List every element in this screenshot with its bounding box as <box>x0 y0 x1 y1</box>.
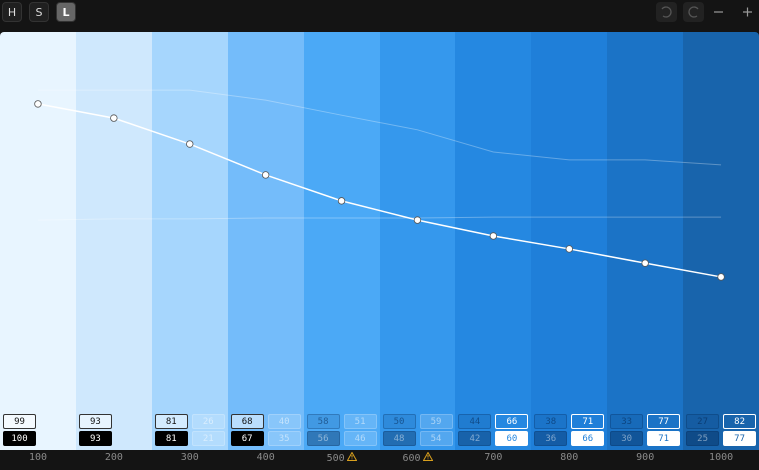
mode-button[interactable]: L <box>56 2 76 22</box>
guide-curve <box>37 89 722 166</box>
contrast-chip: 59 <box>419 414 453 429</box>
contrast-chip: 71 <box>647 431 681 446</box>
swatch-column[interactable] <box>75 32 153 450</box>
mode-button[interactable]: H <box>2 2 22 22</box>
contrast-chip: 81 <box>154 431 188 446</box>
lightness-point[interactable] <box>186 140 194 148</box>
contrast-chip: 56 <box>306 431 340 446</box>
lightness-point[interactable] <box>489 232 498 240</box>
swatch-column[interactable] <box>531 32 609 450</box>
contrast-chip: 67 <box>230 431 264 446</box>
contrast-chip: 81 <box>154 414 188 429</box>
shade-label: 400 <box>256 452 275 463</box>
lightness-point[interactable] <box>34 100 42 108</box>
redo-button[interactable] <box>683 2 704 22</box>
shade-label: 800 <box>560 452 579 463</box>
contrast-chip: 82 <box>723 414 757 429</box>
contrast-chip: 46 <box>343 431 377 446</box>
warning-icon <box>422 451 433 461</box>
contrast-chip: 21 <box>191 431 225 446</box>
contrast-chip: 40 <box>267 414 301 429</box>
swatch-column[interactable] <box>379 32 457 450</box>
contrast-chip: 51 <box>343 414 377 429</box>
contrast-chip: 58 <box>306 414 340 429</box>
contrast-chip: 42 <box>458 431 492 446</box>
x-tick-label: 600 <box>380 451 456 464</box>
guide-curve <box>37 216 722 221</box>
contrast-chip: 30 <box>610 431 644 446</box>
contrast-chip: 93 <box>78 414 112 429</box>
shade-label: 500 <box>326 453 345 464</box>
swatch-column[interactable] <box>227 32 305 450</box>
x-tick-label: 800 <box>531 452 607 463</box>
contrast-chip: 50 <box>382 414 416 429</box>
curve-layer <box>34 89 725 281</box>
shade-label: 200 <box>104 452 123 463</box>
contrast-chip: 77 <box>647 414 681 429</box>
contrast-chip: 93 <box>78 431 112 446</box>
contrast-chip: 54 <box>419 431 453 446</box>
undo-button[interactable] <box>656 2 677 22</box>
x-tick-label: 100 <box>0 452 76 463</box>
contrast-chip: 66 <box>571 431 605 446</box>
toolbar-icons <box>656 2 752 22</box>
shade-label: 900 <box>636 452 655 463</box>
contrast-chip: 77 <box>723 431 757 446</box>
contrast-chip: 26 <box>191 414 225 429</box>
shade-label: 1000 <box>709 452 734 463</box>
shade-label: 700 <box>484 452 503 463</box>
palette-area: 99 100 93 93 81 81 26 21 68 67 40 35 58 56 51 46 50 48 59 5… <box>0 32 759 450</box>
contrast-chip: 25 <box>686 431 720 446</box>
contrast-chip: 48 <box>382 431 416 446</box>
swatch-column[interactable] <box>151 32 229 450</box>
undo-icon <box>661 6 672 18</box>
contrast-chip: 27 <box>686 414 720 429</box>
lightness-point[interactable] <box>641 259 649 267</box>
contrast-chip: 68 <box>230 414 264 429</box>
x-tick-label: 400 <box>228 452 304 463</box>
contrast-chip: 66 <box>495 414 529 429</box>
lightness-point[interactable] <box>413 216 422 224</box>
shade-label: 100 <box>28 452 48 463</box>
swatch-column[interactable] <box>683 32 759 450</box>
x-tick-label: 300 <box>152 452 228 463</box>
x-tick-label: 1000 <box>683 452 759 463</box>
swatch-column[interactable] <box>607 32 685 450</box>
plus-button[interactable] <box>743 7 752 17</box>
lightness-point[interactable] <box>717 273 725 281</box>
contrast-chip: 71 <box>571 414 605 429</box>
x-tick-label: 900 <box>607 452 683 463</box>
lightness-point[interactable] <box>261 171 270 179</box>
lightness-curve <box>37 103 722 278</box>
swatch-column[interactable] <box>303 32 381 450</box>
shade-label: 300 <box>180 452 199 463</box>
x-tick-label: 500 <box>304 451 380 464</box>
lightness-point[interactable] <box>337 197 346 205</box>
contrast-chip: 36 <box>534 431 568 446</box>
contrast-chip: 44 <box>458 414 492 429</box>
x-tick-label: 200 <box>76 452 152 463</box>
contrast-chip: 33 <box>610 414 644 429</box>
contrast-chip: 38 <box>534 414 568 429</box>
contrast-chip: 35 <box>267 431 301 446</box>
x-tick-label: 700 <box>455 452 531 463</box>
lightness-point[interactable] <box>565 245 573 253</box>
mode-button[interactable]: S <box>29 2 49 22</box>
contrast-chip: 60 <box>495 431 529 446</box>
contrast-chip: 100 <box>3 431 36 446</box>
contrast-chip: 99 <box>3 414 36 429</box>
lightness-point[interactable] <box>110 114 118 122</box>
warning-icon <box>346 451 357 461</box>
redo-icon <box>688 6 699 18</box>
shade-label: 600 <box>402 453 421 464</box>
